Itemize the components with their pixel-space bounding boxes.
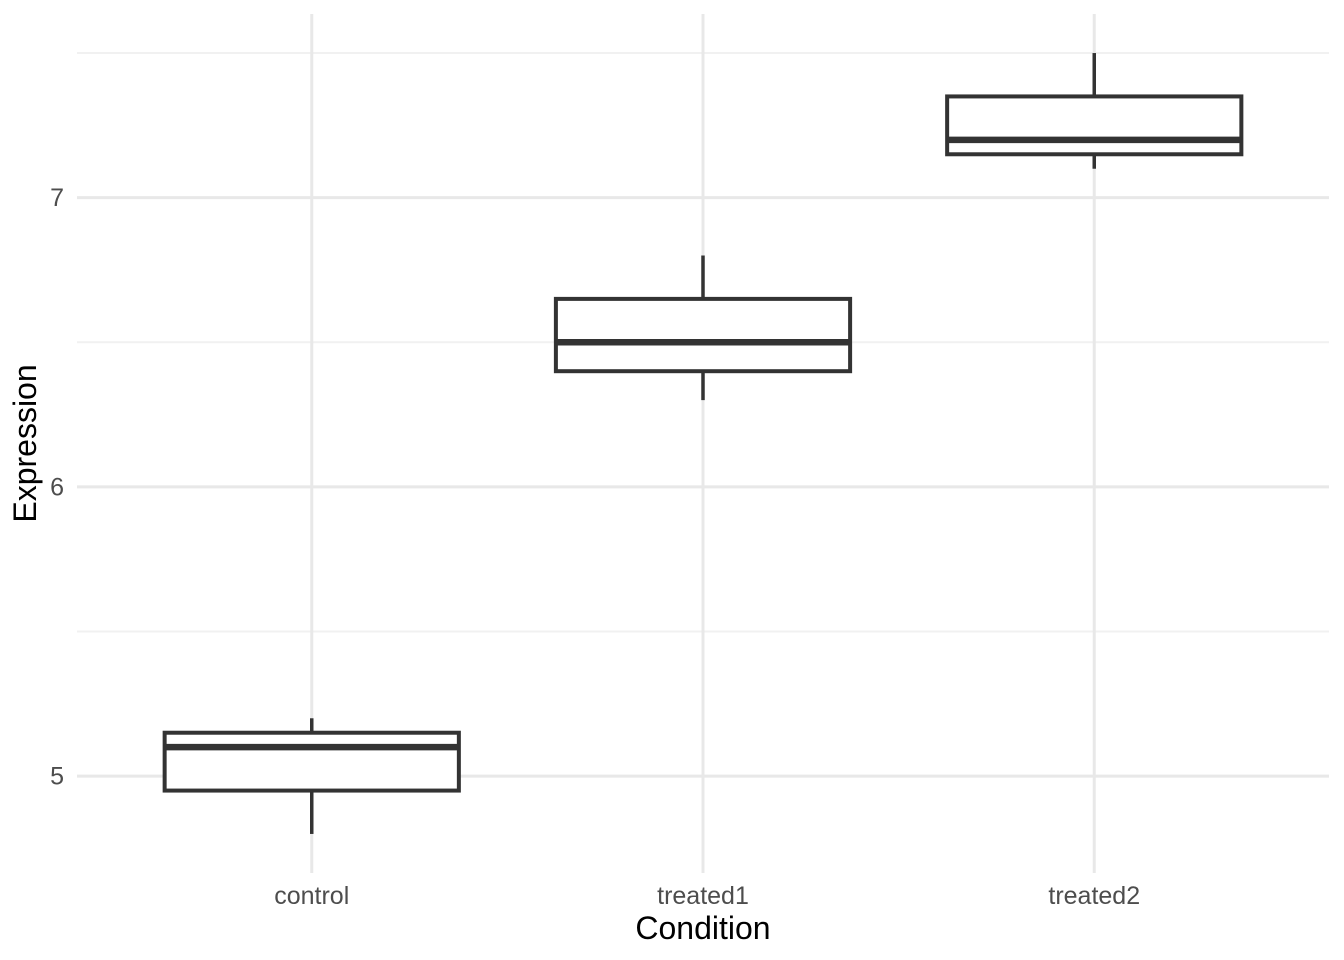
x-axis-title: Condition: [635, 910, 770, 946]
iqr-box: [945, 94, 1244, 157]
iqr-box: [162, 730, 461, 793]
box-group-treated1: [553, 255, 853, 401]
box-group-control: [162, 718, 461, 834]
y-tick-label: 5: [50, 763, 64, 791]
y-tick-label: 6: [50, 473, 64, 501]
y-axis-title: Expression: [7, 364, 43, 522]
iqr-box: [553, 296, 853, 374]
y-tick-label: 7: [50, 184, 64, 212]
x-tick-label: control: [274, 882, 349, 910]
box-group-treated2: [945, 53, 1244, 169]
box-layer: [162, 53, 1244, 834]
label-layer: 5 6 7 control treated1 treated2: [50, 184, 1140, 910]
x-tick-label: treated1: [657, 882, 749, 910]
x-tick-label: treated2: [1048, 882, 1140, 910]
